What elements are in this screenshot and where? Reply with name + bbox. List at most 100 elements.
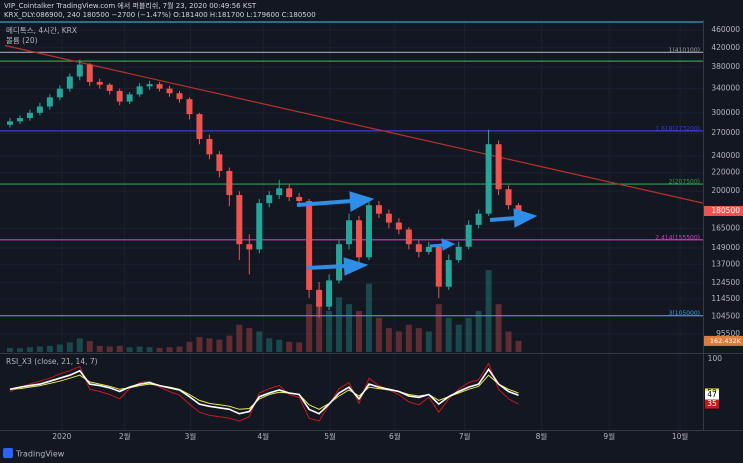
level-label: 3(105000) <box>669 310 700 317</box>
volume-bar <box>116 345 123 352</box>
volume-bar <box>26 347 33 352</box>
candle-body <box>475 213 482 225</box>
x-tick-label: 9월 <box>603 431 615 441</box>
candle-body <box>306 201 313 290</box>
volume-bar <box>465 317 472 352</box>
candle-body <box>445 260 452 287</box>
volume-bar <box>46 345 53 352</box>
volume-bar <box>425 331 432 352</box>
volume-bar <box>76 338 83 352</box>
candle-body <box>495 144 502 190</box>
candle-body <box>346 220 353 245</box>
x-tick-label: 10월 <box>672 431 689 441</box>
volume-bar <box>306 304 313 352</box>
arrow-head <box>349 191 375 212</box>
levels: 1(410100) 1.618(273200) 2(207500) 2.414(155… <box>0 21 704 317</box>
volume-bar <box>186 341 193 352</box>
volume-bar <box>206 338 213 352</box>
volume-bar <box>256 331 263 352</box>
rsi-line <box>9 367 519 415</box>
volume-bar <box>266 338 273 352</box>
candle-body <box>76 64 83 77</box>
candle-body <box>256 203 263 250</box>
volume-bar <box>375 317 382 352</box>
candle-body <box>36 106 43 113</box>
candle-body <box>16 118 23 122</box>
volume-bar <box>96 345 103 352</box>
volume-bar <box>316 290 323 352</box>
x-tick-label: 6월 <box>389 431 401 441</box>
y-tick-label: 460000 <box>711 25 740 34</box>
volume-bar <box>346 304 353 352</box>
brand[interactable]: TradingView <box>15 450 65 459</box>
price-label-box <box>704 205 743 216</box>
x-tick-label: 2020 <box>52 432 71 441</box>
volume-bar <box>475 311 482 352</box>
volume-bar <box>455 324 462 352</box>
volume-bar <box>246 328 253 352</box>
volume-bar <box>56 344 63 352</box>
x-tick-label: 2월 <box>119 431 131 441</box>
y-tick-label: 137000 <box>711 259 740 268</box>
publisher: VIP_Cointalker TradingView.com 에서 퍼블리쉬, … <box>4 1 257 10</box>
candle-body <box>336 244 343 281</box>
level-label: 2.414(155500) <box>655 234 700 241</box>
candle-body <box>96 81 103 85</box>
arrow <box>429 243 445 248</box>
arrow-head <box>441 238 456 251</box>
candle-body <box>296 197 303 202</box>
volume-bar <box>415 328 422 352</box>
candle-body <box>226 170 233 196</box>
candle-body <box>326 280 333 307</box>
x-tick-label: 4월 <box>257 431 269 441</box>
volume-bar <box>216 339 223 352</box>
level-label: 1(410100) <box>669 47 700 54</box>
y-tick-label: 300000 <box>711 108 740 117</box>
volume-bar <box>385 328 392 352</box>
candle-body <box>66 76 73 89</box>
volume-bar <box>505 331 512 352</box>
volume-bar <box>485 270 492 352</box>
candle-body <box>136 86 143 95</box>
y-tick-label: 165000 <box>711 223 740 232</box>
x-tick-label: 8월 <box>536 431 548 441</box>
volume-bar <box>36 346 43 352</box>
candle-body <box>236 195 243 245</box>
candle-body <box>465 224 472 247</box>
candle-body <box>156 84 163 89</box>
arrow <box>489 216 517 222</box>
rsi-value-label: 35 <box>707 399 717 408</box>
candle-body <box>415 244 422 252</box>
rsi-line <box>9 362 519 422</box>
volume-bar <box>296 342 303 352</box>
level-label: 1.618(273200) <box>655 125 700 132</box>
volume-bar <box>495 304 502 352</box>
candles <box>6 59 522 318</box>
y-tick-label: 95500 <box>716 329 740 338</box>
symbol-line: KRX_DLY:086900, 240 180500 −2700 (−1.47%… <box>4 11 316 19</box>
volume-bar <box>515 340 522 352</box>
volume-bar <box>6 347 13 352</box>
rsi-value-box <box>705 390 719 400</box>
arrow-head <box>513 208 538 228</box>
candle-body <box>266 195 273 204</box>
volume-bar <box>176 346 183 352</box>
y-tick-label: 114500 <box>711 294 740 303</box>
y-tick-label: 104500 <box>711 312 740 321</box>
y-tick-label: 240000 <box>711 151 740 160</box>
axes: 460000 420000 380000 340000 300000 270000 2400… <box>52 25 743 441</box>
candle-body <box>405 229 412 245</box>
candle-body <box>276 188 283 196</box>
rsi-value-label: 47 <box>707 390 717 399</box>
rsi-title: RSI_X3 (close, 21, 14, 7) <box>6 357 98 366</box>
candle-body <box>196 114 203 139</box>
volume-bar <box>236 324 243 352</box>
rsi-line <box>9 374 519 410</box>
candle-body <box>505 189 512 206</box>
candle-body <box>515 205 522 211</box>
volume-bar <box>106 346 113 352</box>
y-tick-label: 380000 <box>711 62 740 71</box>
volume-bar <box>326 311 333 352</box>
rsi-value-box <box>705 399 719 409</box>
